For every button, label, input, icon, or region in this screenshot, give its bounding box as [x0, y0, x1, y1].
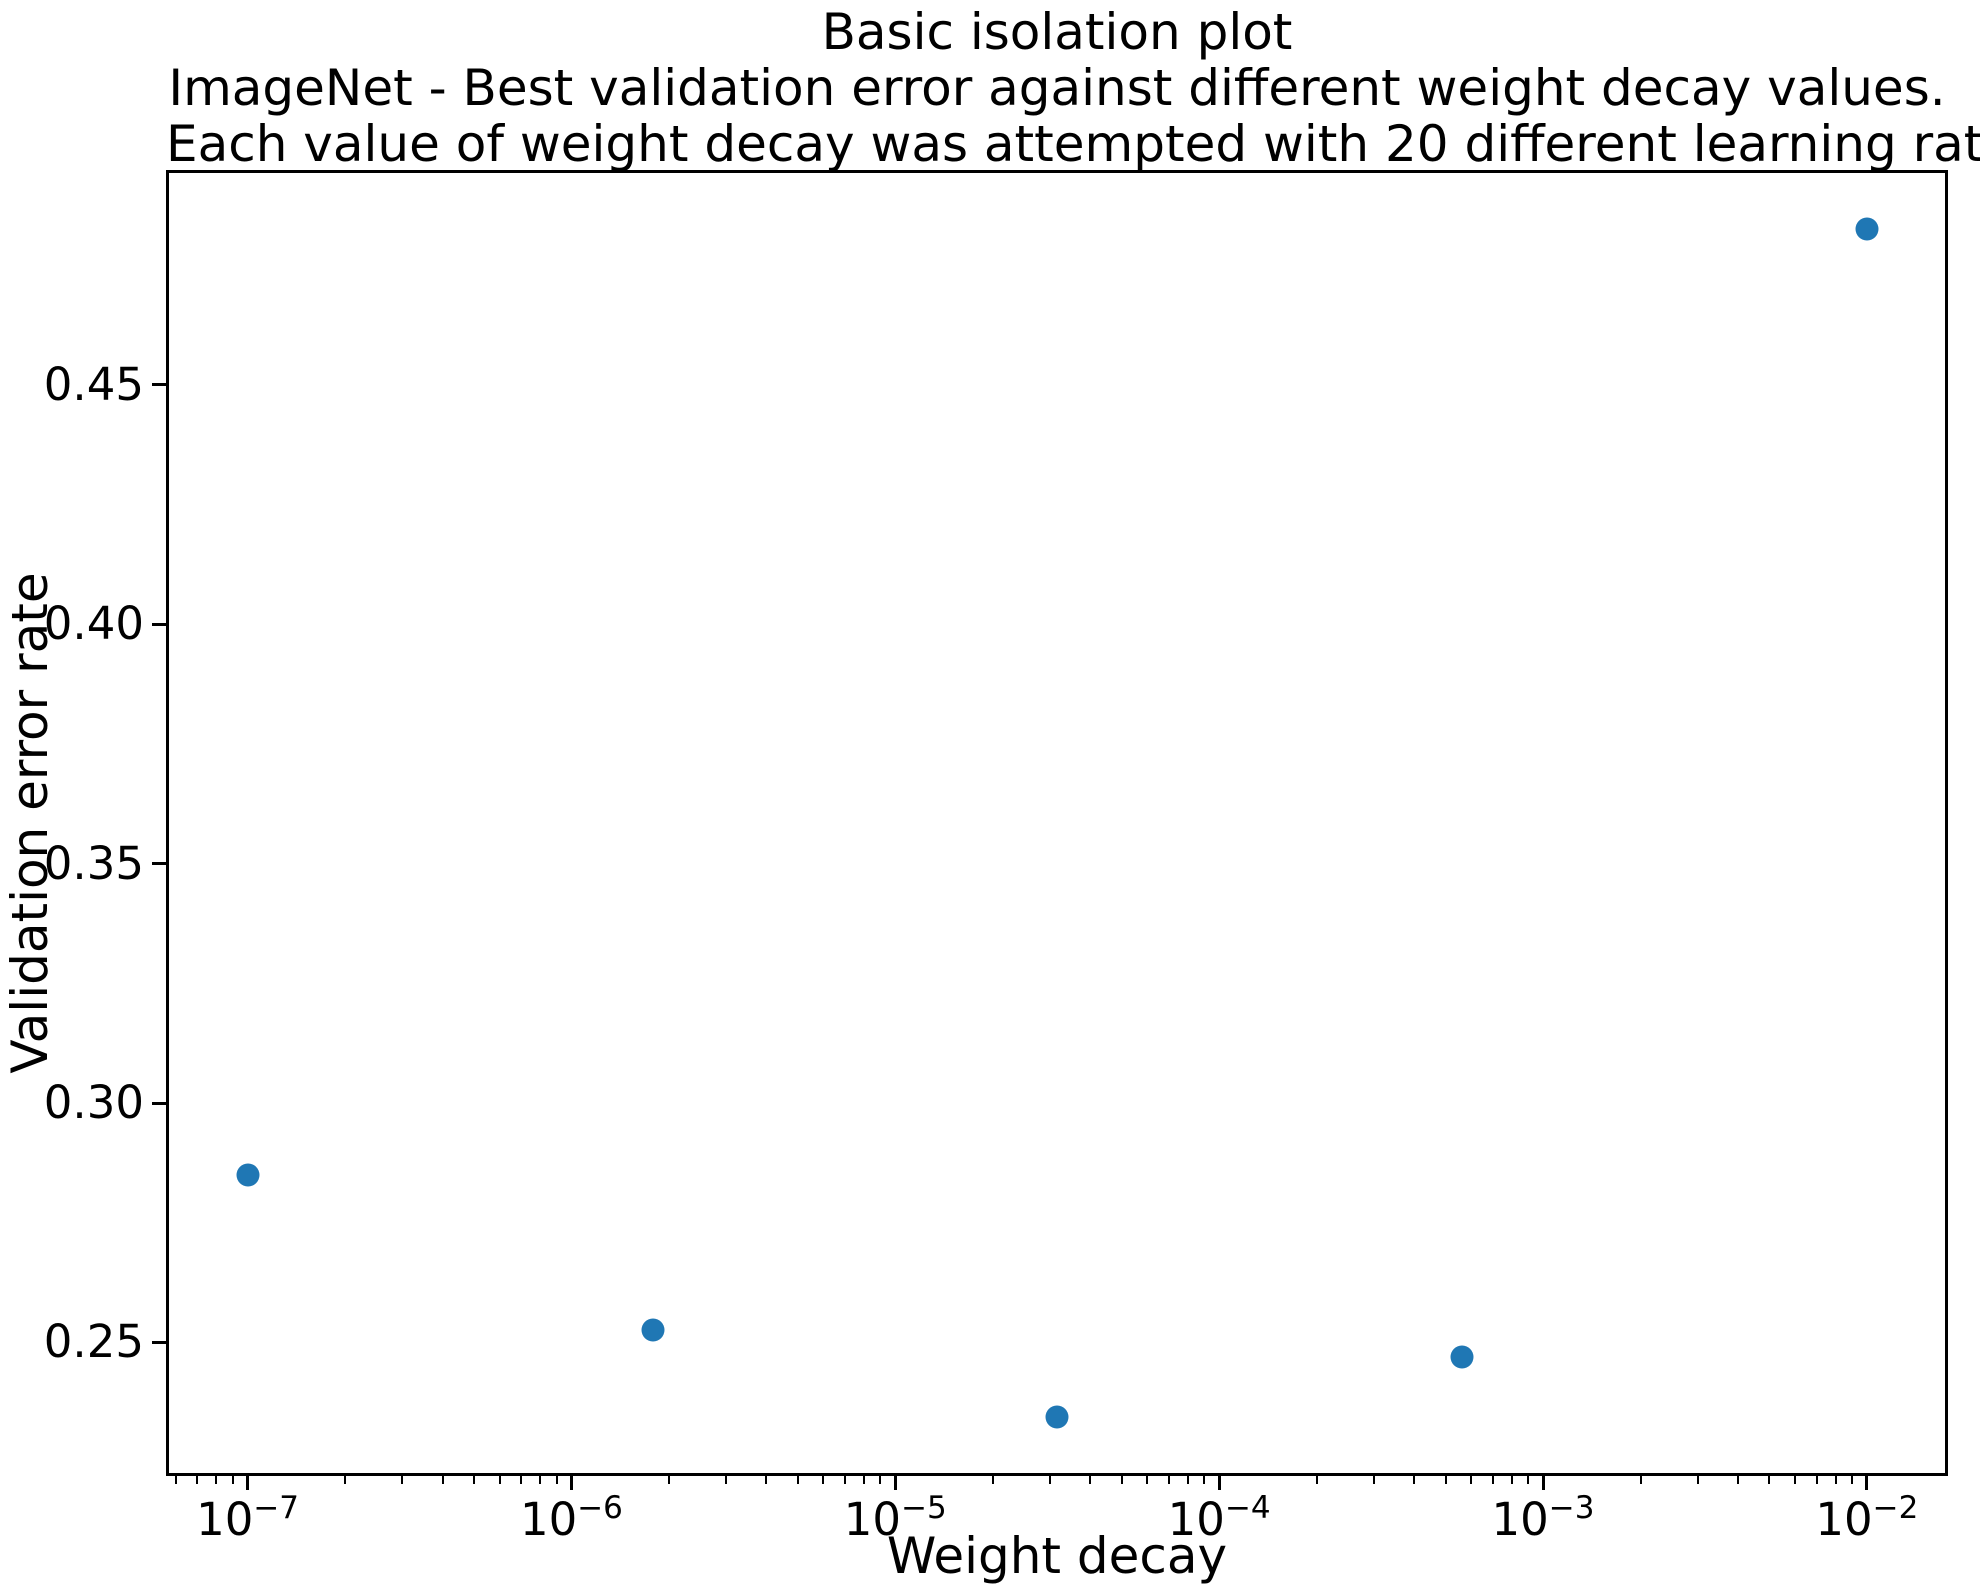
x-axis-minor-tick — [1696, 1476, 1699, 1484]
x-tick-base: 10 — [196, 1493, 254, 1546]
x-axis-tick-label: 10−6 — [461, 1490, 681, 1553]
x-axis-minor-tick — [215, 1476, 218, 1484]
x-axis-minor-tick — [472, 1476, 475, 1484]
x-axis-minor-tick — [844, 1476, 847, 1484]
x-axis-minor-tick — [1815, 1476, 1818, 1484]
x-axis-minor-tick — [555, 1476, 558, 1484]
x-axis-major-tick — [893, 1476, 897, 1490]
x-axis-minor-tick — [1444, 1476, 1447, 1484]
x-axis-minor-tick — [174, 1476, 177, 1484]
x-tick-base: 10 — [1815, 1493, 1873, 1546]
x-tick-exponent: −6 — [577, 1490, 623, 1526]
chart-title-line-1: Basic isolation plot — [821, 3, 1293, 61]
plot-area — [166, 170, 1948, 1476]
x-axis-minor-tick — [1527, 1476, 1530, 1484]
scatter-point — [236, 1163, 260, 1187]
x-axis-minor-tick — [1768, 1476, 1771, 1484]
x-axis-minor-tick — [1048, 1476, 1051, 1484]
y-axis-tick-label: 0.35 — [43, 836, 144, 890]
x-axis-major-tick — [1541, 1476, 1545, 1490]
x-tick-exponent: −7 — [253, 1490, 300, 1526]
x-tick-base: 10 — [519, 1493, 578, 1546]
x-tick-base: 10 — [1167, 1493, 1225, 1546]
x-axis-minor-tick — [1186, 1476, 1189, 1484]
x-axis-minor-tick — [231, 1476, 234, 1484]
x-axis-major-tick — [1865, 1476, 1869, 1490]
x-axis-minor-tick — [1737, 1476, 1740, 1484]
x-axis-minor-tick — [667, 1476, 670, 1484]
x-axis-minor-tick — [498, 1476, 501, 1484]
x-axis-minor-tick — [879, 1476, 882, 1484]
y-axis-tick-label: 0.45 — [43, 357, 144, 411]
x-axis-minor-tick — [1413, 1476, 1416, 1484]
x-axis-minor-tick — [862, 1476, 865, 1484]
x-axis-minor-tick — [1120, 1476, 1123, 1484]
x-axis-major-tick — [246, 1476, 250, 1490]
x-axis-label: Weight decay — [886, 1527, 1228, 1585]
y-axis-tick-label: 0.25 — [43, 1315, 144, 1369]
scatter-point — [641, 1318, 665, 1342]
x-axis-minor-tick — [1851, 1476, 1854, 1484]
x-tick-base: 10 — [1491, 1493, 1549, 1546]
x-axis-minor-tick — [796, 1476, 799, 1484]
x-axis-major-tick — [569, 1476, 573, 1490]
chart-title-line-3: Each value of weight decay was attempted… — [166, 115, 1980, 173]
x-axis-minor-tick — [520, 1476, 523, 1484]
x-tick-exponent: −5 — [901, 1490, 947, 1526]
x-axis-minor-tick — [765, 1476, 768, 1484]
x-axis-minor-tick — [1089, 1476, 1092, 1484]
x-tick-exponent: −2 — [1872, 1490, 1919, 1526]
x-axis-tick-label: 10−7 — [138, 1490, 358, 1553]
x-axis-minor-tick — [1491, 1476, 1494, 1484]
x-axis-tick-label: 10−5 — [785, 1490, 1005, 1553]
y-axis-tick — [152, 862, 166, 866]
x-axis-tick-label: 10−3 — [1433, 1490, 1653, 1553]
x-axis-minor-tick — [441, 1476, 444, 1484]
x-tick-exponent: −4 — [1224, 1490, 1271, 1526]
y-axis-tick-label: 0.30 — [43, 1076, 144, 1130]
x-axis-minor-tick — [196, 1476, 199, 1484]
x-axis-minor-tick — [1203, 1476, 1206, 1484]
chart-title: Basic isolation plot ImageNet - Best val… — [166, 3, 1980, 173]
x-axis-minor-tick — [1315, 1476, 1318, 1484]
x-axis-minor-tick — [1794, 1476, 1797, 1484]
y-axis-tick — [152, 622, 166, 626]
x-axis-tick-label: 10−2 — [1757, 1490, 1977, 1553]
y-axis-tick — [152, 1340, 166, 1344]
y-axis-tick-label: 0.40 — [43, 597, 144, 651]
scatter-point — [1855, 217, 1879, 241]
chart-title-line-2: ImageNet - Best validation error against… — [168, 59, 1946, 117]
x-axis-minor-tick — [539, 1476, 542, 1484]
x-axis-minor-tick — [991, 1476, 994, 1484]
x-axis-minor-tick — [1146, 1476, 1149, 1484]
y-axis-tick — [152, 383, 166, 387]
x-axis-minor-tick — [724, 1476, 727, 1484]
x-axis-minor-tick — [822, 1476, 825, 1484]
x-axis-major-tick — [1217, 1476, 1221, 1490]
x-axis-tick-label: 10−4 — [1109, 1490, 1329, 1553]
x-axis-minor-tick — [1470, 1476, 1473, 1484]
x-axis-minor-tick — [1834, 1476, 1837, 1484]
y-axis-label: Validation error rate — [1, 572, 59, 1074]
x-axis-minor-tick — [1167, 1476, 1170, 1484]
scatter-point — [1045, 1405, 1069, 1429]
x-axis-minor-tick — [344, 1476, 347, 1484]
x-tick-exponent: −3 — [1548, 1490, 1595, 1526]
scatter-point — [1450, 1345, 1474, 1369]
x-axis-minor-tick — [1372, 1476, 1375, 1484]
y-axis-tick — [152, 1101, 166, 1105]
x-tick-base: 10 — [843, 1493, 902, 1546]
x-axis-minor-tick — [1639, 1476, 1642, 1484]
x-axis-minor-tick — [1510, 1476, 1513, 1484]
x-axis-minor-tick — [401, 1476, 404, 1484]
